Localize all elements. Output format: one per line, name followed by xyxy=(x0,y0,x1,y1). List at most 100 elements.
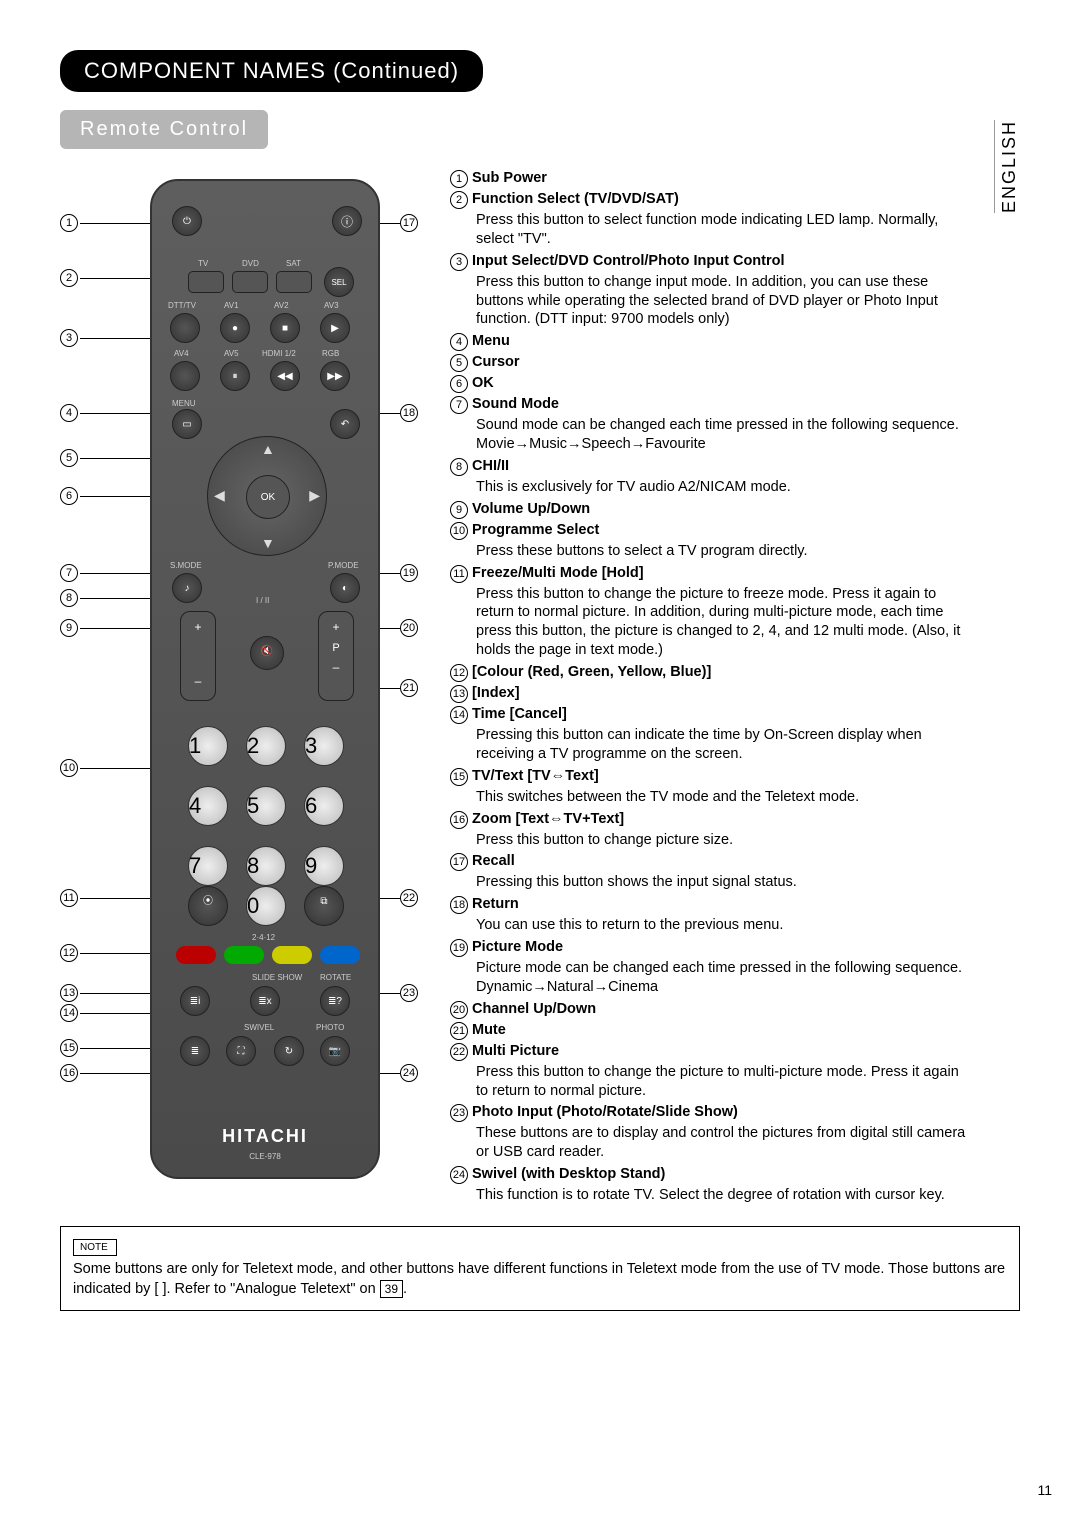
desc-title: Menu xyxy=(472,333,510,349)
pmode-btn: ◐ xyxy=(330,573,360,603)
desc-num: 4 xyxy=(450,333,468,351)
desc-body: This function is to rotate TV. Select th… xyxy=(476,1186,970,1205)
desc-title: Function Select (TV/DVD/SAT) xyxy=(472,191,679,207)
num-8-btn: 8 xyxy=(246,846,286,886)
zoom-btn: ⛶ xyxy=(226,1036,256,1066)
volume-rocker: +– xyxy=(180,611,216,701)
callout-16: 16 xyxy=(60,1064,78,1082)
desc-item-9: 9Volume Up/Down xyxy=(450,500,970,519)
desc-body: This switches between the TV mode and th… xyxy=(476,788,970,807)
rotate-btn: ≣? xyxy=(320,986,350,1016)
page-number: 11 xyxy=(1037,1482,1052,1498)
num-5-btn: 5 xyxy=(246,786,286,826)
desc-title: CHI/II xyxy=(472,458,509,474)
dtttv-label: DTT/TV xyxy=(168,301,196,310)
desc-body: These buttons are to display and control… xyxy=(476,1124,970,1162)
callout-line xyxy=(80,768,152,769)
menu-btn: ▭ xyxy=(172,409,202,439)
photo-label: PHOTO xyxy=(316,1023,344,1032)
callout-7: 7 xyxy=(60,564,78,582)
desc-num: 11 xyxy=(450,565,468,583)
desc-item-15: 15TV/Text [TV⇔Text] xyxy=(450,767,970,786)
num-9-btn: 9 xyxy=(304,846,344,886)
chiii-label: I / II xyxy=(256,596,269,605)
desc-title: Sound Mode xyxy=(472,396,559,412)
callout-line xyxy=(80,898,152,899)
desc-num: 18 xyxy=(450,896,468,914)
desc-item-6: 6OK xyxy=(450,374,970,393)
desc-num: 8 xyxy=(450,458,468,476)
desc-item-18: 18Return xyxy=(450,895,970,914)
callout-line xyxy=(80,278,152,279)
red-btn xyxy=(176,946,216,964)
channel-rocker: +P– xyxy=(318,611,354,701)
desc-num: 6 xyxy=(450,375,468,393)
desc-title: Picture Mode xyxy=(472,939,563,955)
rotate-label: ROTATE xyxy=(320,973,351,982)
desc-num: 14 xyxy=(450,706,468,724)
callout-12: 12 xyxy=(60,944,78,962)
desc-body: Press this button to change input mode. … xyxy=(476,273,970,330)
blue-btn xyxy=(320,946,360,964)
desc-title: Channel Up/Down xyxy=(472,1001,596,1017)
callout-line xyxy=(378,1073,400,1074)
callout-line xyxy=(378,413,400,414)
callout-14: 14 xyxy=(60,1004,78,1022)
desc-num: 12 xyxy=(450,664,468,682)
desc-title: TV/Text [TV⇔Text] xyxy=(472,768,599,784)
content-row: 12345678910111213141516 1718192021222324… xyxy=(60,169,1020,1208)
av3-btn: ▶ xyxy=(320,313,350,343)
num-2-btn: 2 xyxy=(246,726,286,766)
desc-item-7: 7Sound Mode xyxy=(450,395,970,414)
brand-label: HITACHI xyxy=(152,1126,378,1147)
desc-item-17: 17Recall xyxy=(450,852,970,871)
green-btn xyxy=(224,946,264,964)
desc-num: 15 xyxy=(450,768,468,786)
callout-line xyxy=(80,1073,152,1074)
desc-body: Press these buttons to select a TV progr… xyxy=(476,542,970,561)
callout-line xyxy=(80,628,152,629)
desc-title: [Index] xyxy=(472,685,520,701)
av4-btn xyxy=(170,361,200,391)
swivel-label: SWIVEL xyxy=(244,1023,274,1032)
ok-button: OK xyxy=(246,475,290,519)
desc-title: Photo Input (Photo/Rotate/Slide Show) xyxy=(472,1104,738,1120)
desc-title: Cursor xyxy=(472,354,520,370)
num-3-btn: 3 xyxy=(304,726,344,766)
return-btn: ↶ xyxy=(330,409,360,439)
smode-btn: ♪ xyxy=(172,573,202,603)
av1-btn: ● xyxy=(220,313,250,343)
func-tv xyxy=(188,271,224,293)
desc-num: 22 xyxy=(450,1043,468,1061)
desc-title: Input Select/DVD Control/Photo Input Con… xyxy=(472,253,785,269)
callout-line xyxy=(378,993,400,994)
multipic-btn: ⧉ xyxy=(304,886,344,926)
desc-title: Multi Picture xyxy=(472,1043,559,1059)
callout-line xyxy=(378,898,400,899)
desc-title: Sub Power xyxy=(472,170,547,186)
desc-item-4: 4Menu xyxy=(450,332,970,351)
hdmi-btn: ◀◀ xyxy=(270,361,300,391)
desc-body: Press this button to change the picture … xyxy=(476,585,970,660)
desc-num: 19 xyxy=(450,939,468,957)
callout-13: 13 xyxy=(60,984,78,1002)
desc-body: Pressing this button shows the input sig… xyxy=(476,873,970,892)
desc-body: Picture mode can be changed each time pr… xyxy=(476,959,970,997)
photo-btn: 📷 xyxy=(320,1036,350,1066)
callout-15: 15 xyxy=(60,1039,78,1057)
desc-num: 5 xyxy=(450,354,468,372)
rgb-btn: ▶▶ xyxy=(320,361,350,391)
desc-item-3: 3Input Select/DVD Control/Photo Input Co… xyxy=(450,252,970,271)
callout-8: 8 xyxy=(60,589,78,607)
yellow-btn xyxy=(272,946,312,964)
callout-line xyxy=(378,223,400,224)
cursor-dpad: ▲ ▼ ◀ ▶ OK xyxy=(207,436,327,556)
callout-5: 5 xyxy=(60,449,78,467)
desc-item-20: 20Channel Up/Down xyxy=(450,1000,970,1019)
desc-item-24: 24Swivel (with Desktop Stand) xyxy=(450,1165,970,1184)
descriptions-column: 1Sub Power2Function Select (TV/DVD/SAT)P… xyxy=(450,169,1020,1208)
desc-title: Recall xyxy=(472,853,515,869)
desc-title: [Colour (Red, Green, Yellow, Blue)] xyxy=(472,664,711,680)
desc-item-12: 12[Colour (Red, Green, Yellow, Blue)] xyxy=(450,663,970,682)
tv-label: TV xyxy=(198,259,208,268)
